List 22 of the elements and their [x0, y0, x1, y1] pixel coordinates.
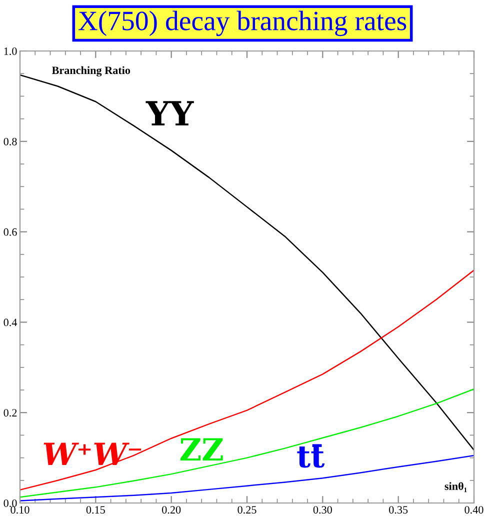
x-tick-label: 0.25 — [238, 506, 256, 514]
y-tick-label: 0.4 — [4, 318, 18, 326]
x-tick-label: 0.10 — [10, 506, 30, 514]
line-series — [20, 388, 474, 498]
series-label: tt̄ — [297, 444, 325, 468]
x-tick-label: 0.20 — [162, 506, 181, 514]
x-axis-title: sinθ₁ — [444, 482, 467, 492]
series-label: YY — [146, 101, 194, 126]
x-tick-label: 0.15 — [86, 506, 105, 514]
x-tick-label: 0.30 — [313, 506, 332, 514]
y-tick-label: 0.6 — [4, 228, 17, 236]
x-tick-label: 0.40 — [464, 506, 484, 514]
series-label: W⁺W⁻ — [44, 442, 142, 466]
series-label: ZZ — [180, 438, 223, 460]
chart-title: X(750) decay branching rates — [78, 10, 406, 36]
y-tick-label: 1.0 — [4, 47, 17, 56]
y-tick-label: 0.0 — [4, 499, 17, 508]
y-tick-label: 0.2 — [4, 409, 17, 417]
x-tick-label: 0.35 — [389, 506, 408, 514]
y-tick-label: 0.8 — [4, 138, 17, 146]
y-axis-title: Branching Ratio — [52, 66, 130, 76]
line-series — [20, 270, 474, 491]
